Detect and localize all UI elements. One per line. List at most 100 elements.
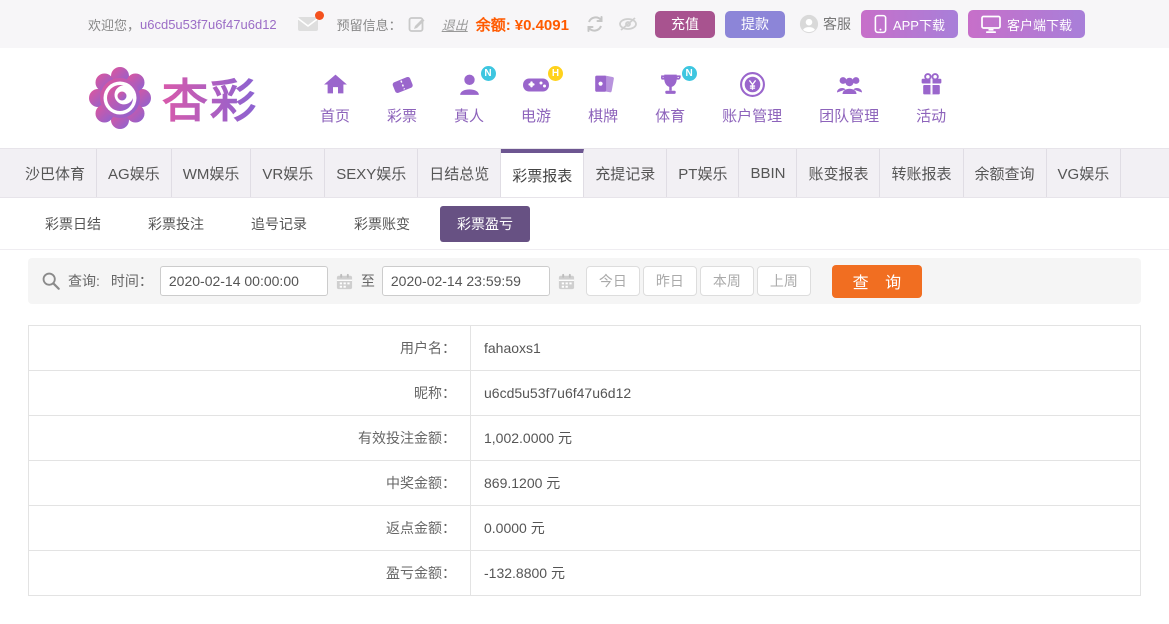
row-value: -132.8800 元	[470, 550, 1141, 596]
query-submit-button[interactable]: 查 询	[831, 264, 922, 298]
logo-text: 杏彩	[162, 65, 258, 131]
service-label: 客服	[822, 16, 851, 32]
nav-item-promotions[interactable]: 活动	[916, 71, 946, 126]
main-nav: 首页 彩票 N 真人 H 电游	[320, 65, 946, 126]
row-value: 869.1200 元	[470, 460, 1141, 506]
nav-item-team[interactable]: 团队管理	[819, 71, 879, 126]
report-tab[interactable]: 充提记录	[584, 149, 668, 197]
nav-item-live[interactable]: N 真人	[454, 65, 496, 126]
nav-label: 棋牌	[588, 107, 619, 125]
report-tab[interactable]: PT娱乐	[667, 149, 740, 197]
table-row: 有效投注金额： 1,002.0000 元	[28, 415, 1141, 461]
to-label: 至	[360, 273, 375, 289]
report-tab[interactable]: WM娱乐	[172, 149, 252, 197]
report-tab[interactable]: SEXY娱乐	[325, 149, 419, 197]
balance: 余额: ¥0.4091	[476, 14, 569, 35]
lottery-report-subtabs: 彩票日结 彩票投注 追号记录 彩票账变 彩票盈亏	[0, 198, 1169, 250]
table-row: 返点金额： 0.0000 元	[28, 505, 1141, 551]
welcome-text: 欢迎您，	[88, 17, 141, 33]
recharge-button[interactable]: 充值	[654, 10, 715, 38]
table-row: 盈亏金额： -132.8800 元	[28, 550, 1141, 596]
quick-range-button[interactable]: 今日	[585, 266, 640, 296]
quick-range-button[interactable]: 上周	[756, 266, 811, 296]
lottery-subtab[interactable]: 彩票账变	[354, 215, 410, 232]
row-label: 盈亏金额：	[28, 550, 471, 596]
row-label: 返点金额：	[28, 505, 471, 551]
lottery-subtab[interactable]: 彩票盈亏	[440, 205, 530, 242]
time-label: 时间：	[110, 273, 153, 289]
quick-range-button[interactable]: 本周	[699, 266, 754, 296]
nav-item-boardgames[interactable]: 棋牌	[588, 71, 618, 126]
row-label: 中奖金额：	[28, 460, 471, 506]
client-download-button[interactable]: 客户端下载	[967, 10, 1085, 38]
search-icon	[42, 272, 60, 290]
edit-icon[interactable]	[408, 15, 426, 33]
calendar-icon[interactable]	[335, 272, 354, 291]
logo-flower-icon	[89, 67, 151, 129]
nav-label: 电游	[521, 107, 552, 125]
report-tabs: 沙巴体育 AG娱乐 WM娱乐 VR娱乐 SEXY娱乐 日结总览 彩票报表 充提记录 PT娱乐 BB…	[0, 148, 1169, 198]
nav-item-lottery[interactable]: 彩票	[387, 71, 417, 126]
report-tab[interactable]: 沙巴体育	[14, 149, 98, 197]
gamepad-icon: H	[522, 65, 564, 99]
nav-label: 体育	[655, 107, 686, 125]
report-tab[interactable]: VG娱乐	[1047, 149, 1122, 197]
refresh-balance-icon[interactable]	[585, 14, 605, 34]
client-download-label: 客户端下载	[1006, 17, 1072, 33]
home-icon	[322, 71, 349, 99]
phone-icon	[874, 14, 887, 34]
nav-label: 活动	[916, 107, 947, 125]
report-tab[interactable]: 余额查询	[964, 149, 1047, 197]
table-row: 昵称： u6cd5u53f7u6f47u6d12	[28, 370, 1141, 416]
nav-badge-n: N	[480, 65, 496, 81]
calendar-icon[interactable]	[557, 272, 576, 291]
mail-icon[interactable]	[297, 11, 324, 33]
report-tab[interactable]: VR娱乐	[251, 149, 326, 197]
lottery-subtab[interactable]: 彩票投注	[148, 215, 204, 232]
balance-value: ¥0.4091	[514, 16, 569, 34]
app-download-label: APP下载	[892, 17, 945, 33]
hide-balance-eye-icon[interactable]	[617, 15, 639, 33]
report-tab[interactable]: BBIN	[739, 149, 798, 197]
quick-range-button[interactable]: 昨日	[642, 266, 697, 296]
start-time-input[interactable]	[159, 266, 328, 296]
nav-item-sports[interactable]: N 体育	[655, 65, 697, 126]
end-time-input[interactable]	[381, 266, 550, 296]
row-value: 0.0000 元	[470, 505, 1141, 551]
username-text: u6cd5u53f7u6f47u6d12	[140, 16, 277, 32]
profit-loss-table: 用户名： fahaoxs1 昵称： u6cd5u53f7u6f47u6d12 有…	[28, 325, 1141, 596]
coin-icon	[739, 71, 766, 99]
report-tab[interactable]: 彩票报表	[501, 149, 585, 197]
nav-item-home[interactable]: 首页	[320, 71, 350, 126]
logout-link[interactable]: 退出	[441, 17, 468, 33]
nav-label: 团队管理	[819, 107, 880, 125]
ticket-icon	[389, 71, 416, 99]
cards-icon	[590, 71, 617, 99]
balance-group: 余额: ¥0.4091 充值 提款 客服 APP下载 客户端下载	[476, 10, 1085, 38]
lottery-subtab[interactable]: 追号记录	[251, 215, 307, 232]
nav-item-account[interactable]: 账户管理	[722, 71, 782, 126]
table-row: 中奖金额： 869.1200 元	[28, 460, 1141, 506]
site-logo[interactable]: 杏彩	[88, 65, 258, 131]
balance-label: 余额:	[475, 16, 511, 34]
row-value: 1,002.0000 元	[470, 415, 1141, 461]
customer-service-link[interactable]: 客服	[799, 14, 851, 34]
query-label: 查询:	[68, 273, 100, 289]
report-tab[interactable]: 转账报表	[880, 149, 964, 197]
nav-label: 真人	[454, 107, 485, 125]
withdraw-button[interactable]: 提款	[724, 10, 785, 38]
table-row: 用户名： fahaoxs1	[28, 325, 1141, 371]
header: 杏彩 首页 彩票 N 真人 H	[0, 48, 1169, 148]
app-download-button[interactable]: APP下载	[860, 10, 958, 38]
report-tab[interactable]: AG娱乐	[97, 149, 172, 197]
topbar: 欢迎您， u6cd5u53f7u6f47u6d12 预留信息： 退出 余额: ¥0…	[0, 0, 1169, 48]
service-person-icon	[799, 14, 819, 34]
gift-icon	[918, 71, 945, 99]
team-icon	[835, 71, 864, 99]
report-tab[interactable]: 账变报表	[797, 149, 881, 197]
mail-notification-dot	[314, 11, 324, 20]
report-tab[interactable]: 日结总览	[418, 149, 502, 197]
row-value: u6cd5u53f7u6f47u6d12	[470, 370, 1141, 416]
lottery-subtab[interactable]: 彩票日结	[45, 215, 101, 232]
nav-item-egames[interactable]: H 电游	[521, 65, 564, 126]
